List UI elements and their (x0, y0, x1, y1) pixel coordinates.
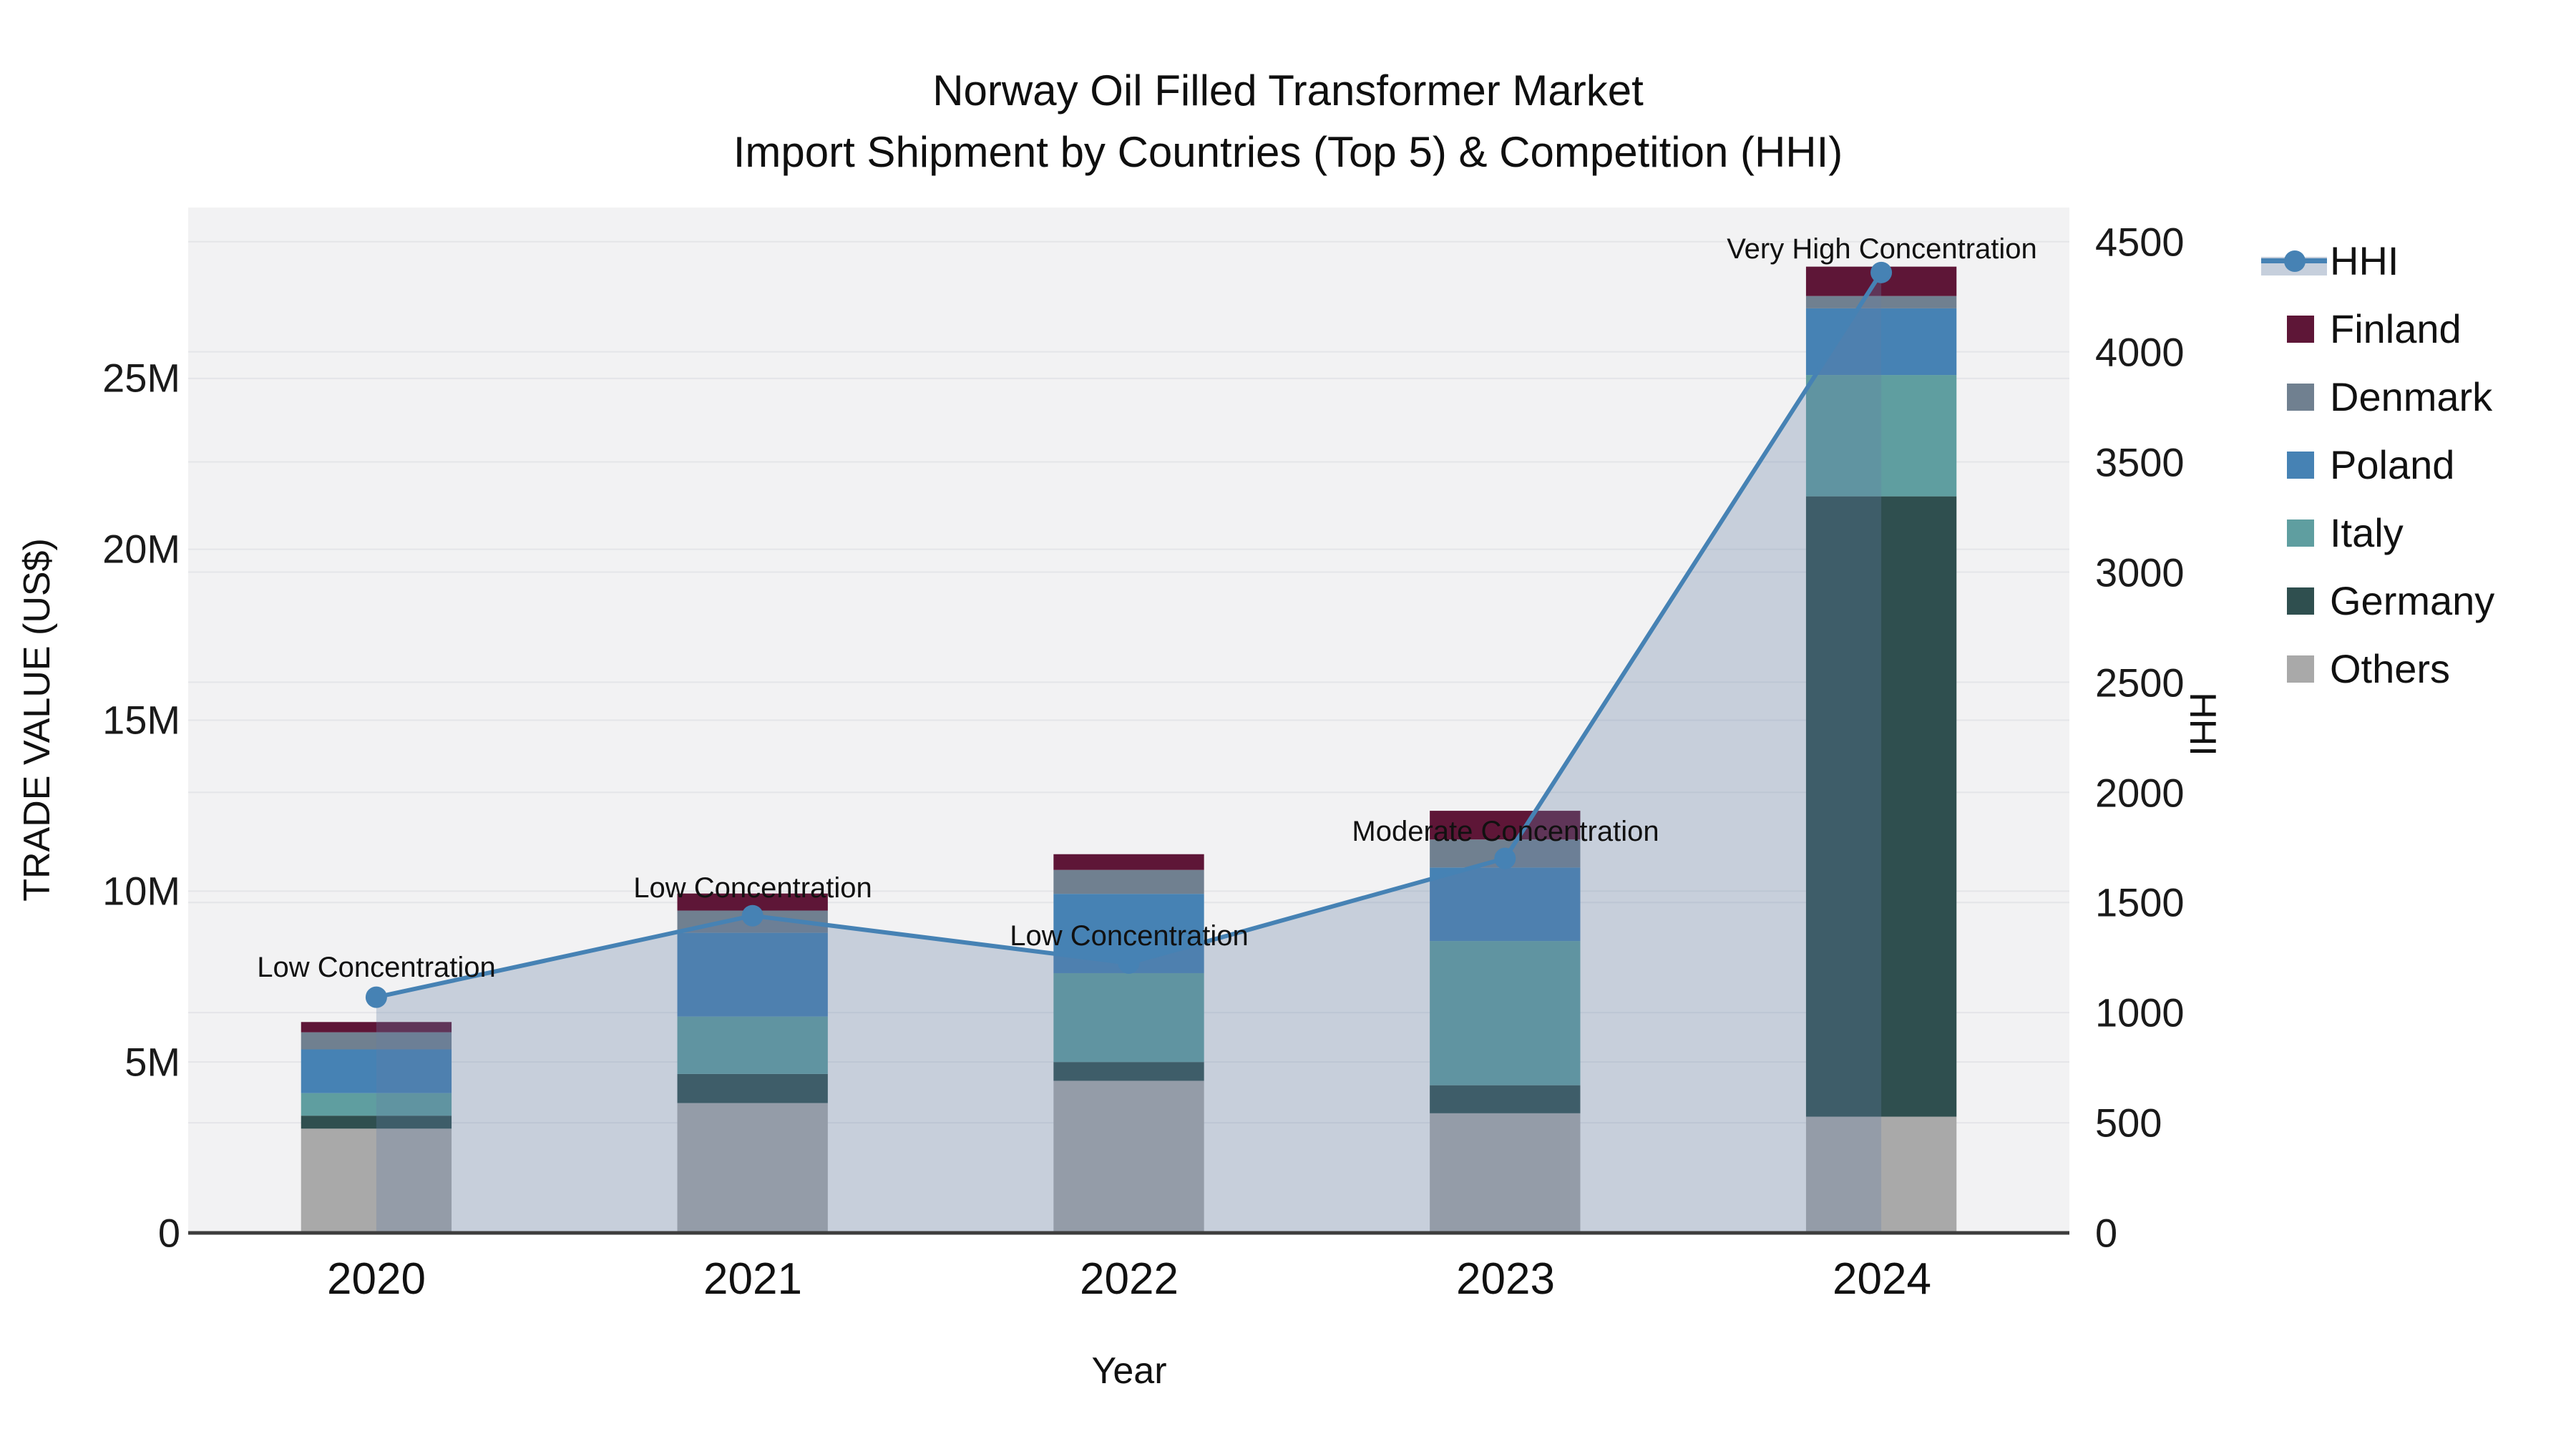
y-left-tick-5m: 5M (125, 1039, 180, 1085)
legend-label-poland: Poland (2330, 442, 2455, 487)
y-right-axis-title: HHI (2182, 692, 2223, 756)
bar-segment-others-2021[interactable] (677, 1103, 828, 1233)
hhi-marker-2022[interactable] (1118, 952, 1140, 974)
italy-color-swatch (2287, 519, 2314, 547)
y-left-tick-15m: 15M (102, 697, 180, 743)
y-right-tick-500: 500 (2095, 1100, 2162, 1146)
x-tick-2022: 2022 (1080, 1254, 1179, 1304)
x-tick-2023: 2023 (1456, 1254, 1555, 1304)
hhi-area-fill (376, 272, 1882, 1233)
x-tick-2024: 2024 (1833, 1254, 1931, 1304)
x-tick-2020: 2020 (327, 1254, 426, 1304)
legend-item-germany[interactable]: Germany (2261, 577, 2569, 625)
y-left-tick-10m: 10M (102, 868, 180, 914)
bar-segment-finland-2023[interactable] (1430, 811, 1581, 840)
finland-color-swatch (2287, 316, 2314, 343)
y-left-tick-20m: 20M (102, 526, 180, 572)
y-left-axis-title: TRADE VALUE (US$) (16, 538, 58, 902)
bar-segment-denmark-2024[interactable] (1805, 296, 1957, 308)
y-right-tick-1000: 1000 (2095, 990, 2185, 1035)
legend-item-poland[interactable]: Poland (2261, 441, 2569, 489)
annotation-2023: Moderate Concentration (1352, 816, 1659, 847)
y-right-tick-4000: 4000 (2095, 329, 2185, 375)
bar-segment-poland-2024[interactable] (1805, 308, 1957, 376)
x-tick-2021: 2021 (703, 1254, 802, 1304)
bar-segment-others-2022[interactable] (1053, 1080, 1204, 1233)
others-color-swatch (2287, 655, 2314, 683)
bar-segment-germany-2022[interactable] (1053, 1062, 1204, 1081)
bar-segment-poland-2021[interactable] (677, 932, 828, 1017)
y-right-tick-1500: 1500 (2095, 879, 2185, 925)
hhi-marker-2021[interactable] (741, 904, 763, 927)
bar-segment-others-2023[interactable] (1430, 1113, 1581, 1233)
x-axis-title: Year (1091, 1350, 1167, 1392)
bar-segment-germany-2023[interactable] (1430, 1085, 1581, 1113)
bar-segment-italy-2022[interactable] (1053, 972, 1204, 1063)
bar-segment-italy-2021[interactable] (677, 1016, 828, 1074)
bar-segment-others-2024[interactable] (1805, 1116, 1957, 1233)
bar-segment-others-2020[interactable] (301, 1128, 452, 1233)
legend-item-finland[interactable]: Finland (2261, 305, 2569, 353)
hhi-marker-2024[interactable] (1870, 261, 1893, 283)
chart-title-line1: Norway Oil Filled Transformer Market (932, 67, 1644, 114)
y-right-tick-2000: 2000 (2095, 770, 2185, 816)
y-right-tick-0: 0 (2095, 1210, 2118, 1256)
legend-label-hhi: HHI (2330, 238, 2399, 283)
bar-segment-denmark-2020[interactable] (301, 1032, 452, 1050)
legend-label-germany: Germany (2330, 578, 2495, 623)
annotation-2020: Low Concentration (257, 952, 496, 983)
bar-segment-germany-2024[interactable] (1805, 496, 1957, 1117)
annotation-2024: Very High Concentration (1727, 233, 2037, 265)
y-left-tick-25m: 25M (102, 355, 180, 401)
bar-segment-poland-2023[interactable] (1430, 867, 1581, 942)
hhi-marker-2023[interactable] (1494, 847, 1516, 869)
legend-label-finland: Finland (2330, 306, 2462, 351)
bar-segment-italy-2023[interactable] (1430, 941, 1581, 1085)
hhi-marker-2020[interactable] (365, 986, 387, 1008)
bar-segment-finland-2021[interactable] (677, 893, 828, 911)
bar-segment-denmark-2022[interactable] (1053, 869, 1204, 894)
bar-segment-poland-2020[interactable] (301, 1049, 452, 1093)
y-right-tick-3500: 3500 (2095, 439, 2185, 485)
bar-segment-germany-2020[interactable] (301, 1116, 452, 1129)
y-right-tick-2500: 2500 (2095, 660, 2185, 706)
annotation-2022: Low Concentration (1010, 920, 1249, 952)
bar-segment-finland-2022[interactable] (1053, 854, 1204, 870)
legend-label-denmark: Denmark (2330, 374, 2493, 419)
bar-segment-germany-2021[interactable] (677, 1073, 828, 1103)
bar-segment-finland-2020[interactable] (301, 1022, 452, 1033)
legend-label-others: Others (2330, 646, 2451, 691)
y-right-tick-4500: 4500 (2095, 219, 2185, 265)
poland-color-swatch (2287, 452, 2314, 479)
legend-item-italy[interactable]: Italy (2261, 509, 2569, 557)
germany-color-swatch (2287, 587, 2314, 615)
legend-label-italy: Italy (2330, 510, 2404, 555)
legend-item-hhi[interactable]: HHI (2261, 237, 2569, 286)
chart-title-line2: Import Shipment by Countries (Top 5) & C… (733, 128, 1843, 176)
bar-segment-italy-2024[interactable] (1805, 375, 1957, 497)
denmark-color-swatch (2287, 384, 2314, 411)
legend-item-others[interactable]: Others (2261, 645, 2569, 693)
annotation-2021: Low Concentration (633, 872, 872, 904)
legend-item-denmark[interactable]: Denmark (2261, 373, 2569, 421)
hhi-marker-dot-icon (2284, 250, 2306, 272)
bar-segment-italy-2020[interactable] (301, 1093, 452, 1116)
y-left-tick-0: 0 (157, 1210, 180, 1256)
y-right-tick-3000: 3000 (2095, 550, 2185, 595)
hhi-line-marker-icon (2261, 237, 2327, 286)
